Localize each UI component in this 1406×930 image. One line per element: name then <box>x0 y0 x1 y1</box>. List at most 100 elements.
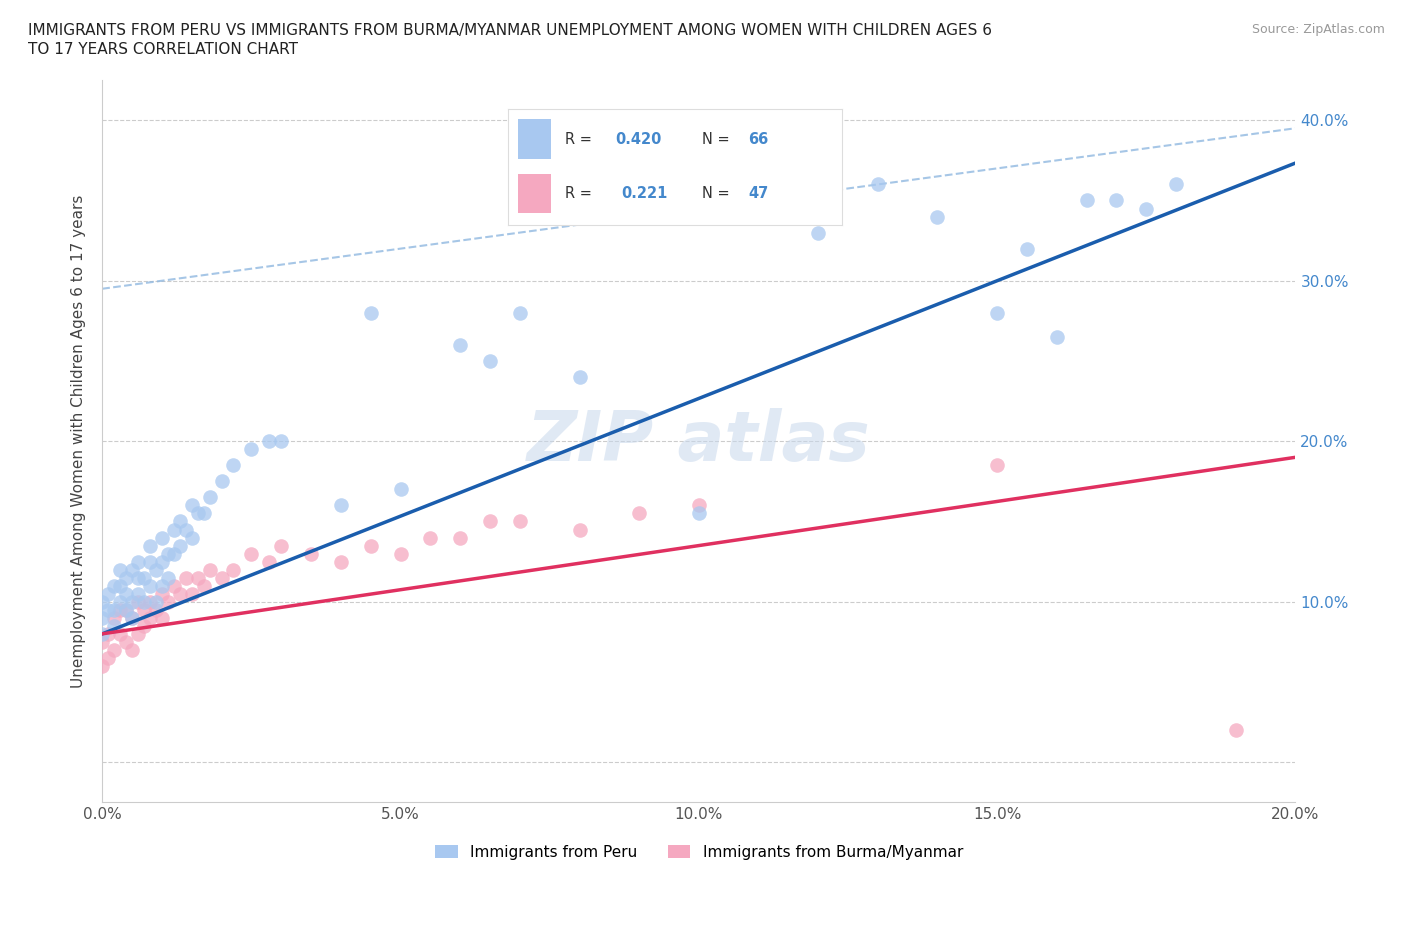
Point <box>97 603 120 618</box>
Point <box>103 610 125 625</box>
Point <box>927 209 949 224</box>
Point <box>121 610 143 625</box>
Point <box>299 546 322 561</box>
Point <box>866 177 889 192</box>
Point <box>139 594 162 609</box>
Point <box>139 610 162 625</box>
Text: TO 17 YEARS CORRELATION CHART: TO 17 YEARS CORRELATION CHART <box>28 42 298 57</box>
Point <box>628 177 651 192</box>
Point <box>132 594 155 609</box>
Point <box>1046 329 1069 344</box>
Point <box>156 546 179 561</box>
Point <box>449 530 471 545</box>
Point <box>211 570 233 585</box>
Point <box>1135 201 1157 216</box>
Point <box>986 305 1008 320</box>
Point <box>103 618 125 633</box>
Point <box>108 578 131 593</box>
Point <box>389 546 412 561</box>
Point <box>329 554 352 569</box>
Point <box>180 530 202 545</box>
Point <box>1105 193 1128 208</box>
Point <box>193 578 215 593</box>
Point <box>115 603 138 618</box>
Point <box>174 522 197 537</box>
Y-axis label: Unemployment Among Women with Children Ages 6 to 17 years: Unemployment Among Women with Children A… <box>72 194 86 688</box>
Point <box>688 506 710 521</box>
Point <box>139 578 162 593</box>
Point <box>568 369 591 384</box>
Point <box>91 634 114 649</box>
Point <box>479 514 502 529</box>
Point <box>174 570 197 585</box>
Text: IMMIGRANTS FROM PERU VS IMMIGRANTS FROM BURMA/MYANMAR UNEMPLOYMENT AMONG WOMEN W: IMMIGRANTS FROM PERU VS IMMIGRANTS FROM … <box>28 23 993 38</box>
Point <box>807 225 830 240</box>
Point <box>127 594 149 609</box>
Point <box>270 538 292 553</box>
Point <box>121 643 143 658</box>
Point <box>145 594 167 609</box>
Point <box>103 578 125 593</box>
Point <box>132 603 155 618</box>
Point <box>986 458 1008 472</box>
Point <box>103 603 125 618</box>
Point <box>193 506 215 521</box>
Point <box>108 603 131 618</box>
Point <box>169 586 191 601</box>
Text: Source: ZipAtlas.com: Source: ZipAtlas.com <box>1251 23 1385 36</box>
Point <box>628 506 651 521</box>
Point <box>97 586 120 601</box>
Point <box>240 442 263 457</box>
Point <box>97 627 120 642</box>
Point <box>108 627 131 642</box>
Point <box>150 610 173 625</box>
Point <box>115 570 138 585</box>
Point <box>1076 193 1098 208</box>
Point <box>156 570 179 585</box>
Point <box>97 650 120 665</box>
Point <box>139 538 162 553</box>
Legend: Immigrants from Peru, Immigrants from Burma/Myanmar: Immigrants from Peru, Immigrants from Bu… <box>434 844 963 859</box>
Point <box>115 603 138 618</box>
Point <box>163 578 186 593</box>
Point <box>180 498 202 512</box>
Point <box>139 554 162 569</box>
Point <box>115 634 138 649</box>
Point <box>1225 723 1247 737</box>
Point <box>187 506 209 521</box>
Point <box>145 563 167 578</box>
Point <box>163 546 186 561</box>
Point <box>127 554 149 569</box>
Point <box>127 570 149 585</box>
Point <box>103 643 125 658</box>
Point <box>222 563 245 578</box>
Point <box>329 498 352 512</box>
Point <box>121 563 143 578</box>
Point <box>156 594 179 609</box>
Point <box>127 627 149 642</box>
Point <box>1166 177 1188 192</box>
Point <box>1015 241 1038 256</box>
Point <box>389 482 412 497</box>
Point <box>163 522 186 537</box>
Point <box>121 610 143 625</box>
Point <box>169 514 191 529</box>
Point <box>150 586 173 601</box>
Point <box>108 594 131 609</box>
Point <box>479 353 502 368</box>
Text: ZIP atlas: ZIP atlas <box>527 407 870 474</box>
Point <box>449 338 471 352</box>
Point <box>187 570 209 585</box>
Point <box>419 530 441 545</box>
Point <box>150 554 173 569</box>
Point <box>132 618 155 633</box>
Point <box>360 538 382 553</box>
Point <box>222 458 245 472</box>
Point <box>259 554 281 569</box>
Point <box>115 586 138 601</box>
Point <box>688 498 710 512</box>
Point <box>180 586 202 601</box>
Point <box>145 603 167 618</box>
Point <box>198 563 221 578</box>
Point <box>91 594 114 609</box>
